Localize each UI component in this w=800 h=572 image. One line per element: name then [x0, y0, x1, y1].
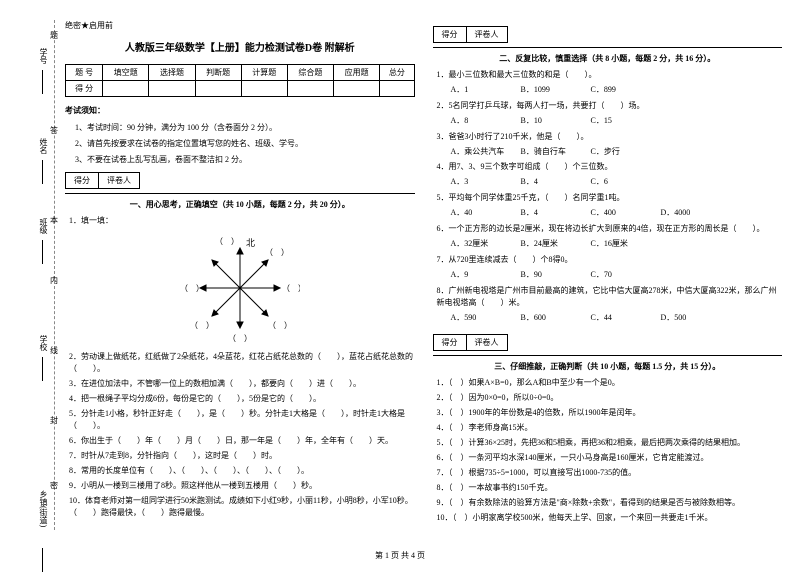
judge-q: 10．（ ）小明家离学校500米，他每天上学、回家，一个来回一共要走1千米。 — [437, 512, 783, 524]
notice-item: 3、不要在试卷上乱写乱画，卷面不整洁扣 2 分。 — [75, 154, 415, 166]
paper-title: 人教版三年级数学【上册】能力检测试卷D卷 附解析 — [65, 39, 415, 54]
choice-opts: A．8B．10C．15 — [451, 115, 783, 128]
fill-q: 7．时针从7走到8，分针指向（ ），这时是（ ）时。 — [69, 450, 415, 462]
binding-label: 乡镇(街道) — [38, 490, 49, 527]
svg-text:（ ）: （ ） — [265, 248, 289, 257]
fill-q: 9．小明从一楼到三楼用了8秒。照这样他从一楼到五楼用（ ）秒。 — [69, 480, 415, 492]
q1-intro: 1．填一填： — [69, 215, 415, 227]
compass-diagram: 北 （ ） （ ） （ ） （ ） （ ） （ ） （ ） — [65, 233, 415, 345]
svg-text:（ ）: （ ） — [228, 334, 252, 343]
svg-text:（ ）: （ ） — [268, 321, 292, 330]
choice-opts: A．9B．90C．70 — [451, 269, 783, 282]
fold-label: 答 — [50, 125, 58, 136]
page-content: 绝密★启用前 人教版三年级数学【上册】能力检测试卷D卷 附解析 题 号填空题选择… — [0, 0, 800, 539]
notice-item: 1、考试时间：90 分钟，满分为 100 分（含卷面分 2 分）。 — [75, 122, 415, 134]
fold-label: 封 — [50, 415, 58, 426]
judge-q: 5．（ ）计算36×25时，先把36和5相乘，再把36和2相乘，最后把两次乘得的… — [437, 437, 783, 449]
svg-text:（ ）: （ ） — [190, 321, 214, 330]
choice-q: 6．一个正方形的边长是2厘米，现在将边长扩大到原来的4倍，现在正方形的周长是（ … — [437, 223, 783, 235]
binding-label: 姓名 — [38, 138, 49, 154]
choice-q: 4．用7、3、9三个数字可组成（ ）个三位数。 — [437, 161, 783, 173]
choice-q: 3．爸爸3小时行了210千米，他是（ ）。 — [437, 131, 783, 143]
choice-opts: A．3B．4C．6 — [451, 176, 783, 189]
fold-label: 题 — [50, 30, 58, 41]
choice-opts: A．乘公共汽车B．骑自行车C．步行 — [451, 146, 783, 159]
binding-label: 学校 — [38, 335, 49, 351]
choice-opts: A．40B．4C．400D．4000 — [451, 207, 783, 220]
choice-opts: A．590B．600C．44D．500 — [451, 312, 783, 325]
binding-label: 班级 — [38, 218, 49, 234]
notice-item: 2、请首先按要求在试卷的指定位置填写您的姓名、班级、学号。 — [75, 138, 415, 150]
choice-q: 1．最小三位数和最大三位数的和是（ ）。 — [437, 69, 783, 81]
score-table: 题 号填空题选择题判断题计算题综合题应用题总分 得 分 — [65, 64, 415, 97]
svg-text:（ ）: （ ） — [215, 237, 239, 246]
scorer-box: 得分评卷人 — [433, 26, 783, 43]
judge-q: 9．（ ）有余数除法的验算方法是"商×除数+余数"，看得到的结果是否与被除数相等… — [437, 497, 783, 509]
judge-q: 3．（ ）1900年的年份数是4的倍数，所以1900年是闰年。 — [437, 407, 783, 419]
scorer-box: 得分评卷人 — [433, 334, 783, 351]
fill-q: 4．把一根绳子平均分成6份，每份是它的（ ），5份是它的（ ）。 — [69, 393, 415, 405]
choice-q: 2．5名同学打乒乓球，每两人打一场，共要打（ ）场。 — [437, 100, 783, 112]
choice-opts: A．1B．1099C．899 — [451, 84, 783, 97]
left-column: 绝密★启用前 人教版三年级数学【上册】能力检测试卷D卷 附解析 题 号填空题选择… — [65, 20, 415, 527]
fill-q: 10．体育老师对第一组同学进行50米跑测试。成绩如下小红9秒，小丽11秒，小明8… — [69, 495, 415, 519]
binding-label: 学号 — [38, 48, 49, 64]
fill-q: 8．常用的长度单位有（ ）、（ ）、（ ）、（ ）、（ ）。 — [69, 465, 415, 477]
choice-opts: A．32厘米B．24厘米C．16厘米 — [451, 238, 783, 251]
choice-q: 7．从720里连续减去（ ）个8得0。 — [437, 254, 783, 266]
judge-q: 6．（ ）一条河平均水深140厘米，一只小马身高是160厘米，它肯定能渡过。 — [437, 452, 783, 464]
svg-text:北: 北 — [246, 238, 255, 248]
choice-q: 5．平均每个同学体重25千克，（ ）名同学重1吨。 — [437, 192, 783, 204]
fill-q: 6．你出生于（ ）年（ ）月（ ）日，那一年是（ ）年，全年有（ ）天。 — [69, 435, 415, 447]
section-2-title: 二、反复比较，慎重选择（共 8 小题，每题 2 分，共 16 分）。 — [433, 53, 783, 64]
fold-label: 内 — [50, 275, 58, 286]
notice-title: 考试须知： — [65, 105, 415, 116]
judge-q: 4．（ ）李老师身高15米。 — [437, 422, 783, 434]
fold-label: 密 — [50, 480, 58, 491]
section-1-title: 一、用心思考，正确填空（共 10 小题，每题 2 分，共 20 分）。 — [65, 199, 415, 210]
fill-q: 5．分针走1小格，秒针正好走（ ），是（ ）秒。分针走1大格是（ ），时针走1大… — [69, 408, 415, 432]
fill-q: 3．在进位加法中，不管哪一位上的数相加满（ ），都要向（ ）进（ ）。 — [69, 378, 415, 390]
page-footer: 第 1 页 共 4 页 — [0, 550, 800, 561]
svg-text:（ ）: （ ） — [180, 284, 204, 293]
judge-q: 8．（ ）一本故事书约150千克。 — [437, 482, 783, 494]
table-row: 得 分 — [66, 81, 415, 97]
secret-label: 绝密★启用前 — [65, 20, 415, 31]
fold-label: 本 — [50, 215, 58, 226]
table-row: 题 号填空题选择题判断题计算题综合题应用题总分 — [66, 65, 415, 81]
right-column: 得分评卷人 二、反复比较，慎重选择（共 8 小题，每题 2 分，共 16 分）。… — [433, 20, 783, 527]
scorer-box: 得分评卷人 — [65, 172, 415, 189]
svg-text:（ ）: （ ） — [282, 284, 300, 293]
judge-q: 1．（ ）如果A×B=0，那么A和B中至少有一个是0。 — [437, 377, 783, 389]
binding-margin: 学号姓名班级学校乡镇(街道) 题答本内线封密 — [0, 0, 64, 565]
judge-q: 2．（ ）因为0×0=0，所以0÷0=0。 — [437, 392, 783, 404]
choice-q: 8．广州新电视塔是广州市目前最高的建筑，它比中信大厦高278米，中信大厦高322… — [437, 285, 783, 309]
fill-q: 2．劳动课上做纸花，红纸做了2朵纸花，4朵蓝花，红花占纸花总数的（ ），蓝花占纸… — [69, 351, 415, 375]
judge-q: 7．（ ）根据735÷5=1000，可以直接写出1000-735的值。 — [437, 467, 783, 479]
section-3-title: 三、仔细推敲，正确判断（共 10 小题，每题 1.5 分，共 15 分）。 — [433, 361, 783, 372]
fold-label: 线 — [50, 345, 58, 356]
